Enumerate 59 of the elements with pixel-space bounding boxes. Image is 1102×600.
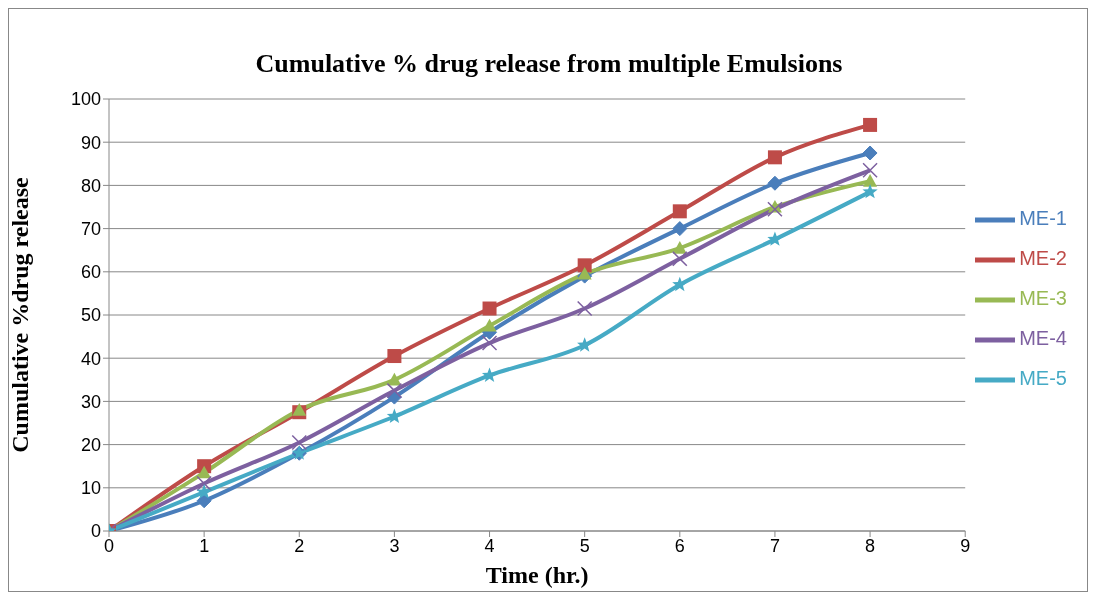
- x-tick-label: 5: [579, 535, 590, 556]
- chart-title: Cumulative % drug release from multiple Emulsions: [254, 49, 844, 79]
- legend-label: ME-2: [1019, 247, 1067, 270]
- y-tick-label: 80: [80, 175, 101, 196]
- y-tick-label: 90: [80, 132, 101, 153]
- point: [291, 434, 308, 451]
- point: [386, 382, 403, 399]
- point: [863, 174, 878, 187]
- point: [577, 258, 592, 273]
- y-tick-label: 0: [90, 521, 101, 542]
- x-tick-label: 9: [960, 535, 971, 556]
- x-tick-label: 8: [865, 535, 876, 556]
- x-tick-label: 1: [199, 535, 210, 556]
- legend-label: ME-4: [1019, 327, 1067, 350]
- y-tick-label: 20: [80, 434, 101, 455]
- x-tick-label: 7: [769, 535, 780, 556]
- point: [292, 403, 307, 416]
- y-tick-label: 30: [80, 391, 101, 412]
- point: [767, 201, 783, 217]
- point: [387, 372, 402, 386]
- point: [862, 183, 878, 199]
- legend-label: ME-5: [1019, 367, 1067, 390]
- point: [577, 337, 593, 352]
- point: [863, 117, 878, 132]
- x-tick-label: 3: [389, 535, 400, 556]
- x-tick-label: 2: [294, 535, 305, 556]
- point: [862, 162, 878, 179]
- point: [576, 300, 593, 317]
- point: [482, 318, 497, 332]
- point: [196, 493, 212, 509]
- y-tick-label: 60: [80, 262, 101, 283]
- point: [767, 150, 782, 165]
- point: [862, 145, 878, 161]
- y-tick-label: 40: [80, 348, 101, 369]
- x-tick-label: 0: [103, 535, 115, 556]
- point: [767, 231, 783, 246]
- point: [387, 349, 402, 364]
- y-tick-label: 10: [80, 478, 101, 499]
- point: [672, 221, 688, 237]
- point: [482, 301, 497, 316]
- point: [672, 251, 688, 267]
- y-axis-title: Cumulative %drug release: [6, 176, 33, 453]
- point: [672, 276, 688, 292]
- x-tick-label: 6: [674, 535, 685, 556]
- legend-label: ME-3: [1019, 287, 1067, 310]
- point: [672, 241, 687, 254]
- point: [672, 204, 687, 219]
- point: [577, 266, 592, 280]
- x-axis-title: Time (hr.): [485, 562, 589, 588]
- y-tick-label: 50: [80, 305, 101, 326]
- point: [197, 465, 212, 479]
- legend-label: ME-1: [1019, 207, 1067, 230]
- y-tick-label: 100: [70, 89, 101, 110]
- y-tick-label: 70: [80, 218, 101, 239]
- point: [196, 484, 212, 499]
- point: [767, 175, 783, 191]
- point: [196, 475, 212, 492]
- point: [481, 335, 498, 351]
- x-tick-label: 4: [484, 535, 495, 556]
